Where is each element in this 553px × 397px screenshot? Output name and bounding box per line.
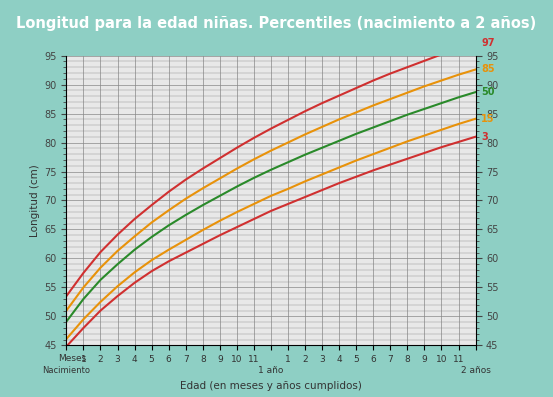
Text: 85: 85 — [481, 64, 495, 75]
Text: 3: 3 — [481, 132, 488, 142]
Text: Meses: Meses — [58, 354, 86, 363]
Text: Nacimiento: Nacimiento — [43, 366, 90, 375]
X-axis label: Edad (en meses y años cumplidos): Edad (en meses y años cumplidos) — [180, 381, 362, 391]
Y-axis label: Longitud (cm): Longitud (cm) — [30, 164, 40, 237]
Text: 50: 50 — [481, 87, 494, 97]
Text: 97: 97 — [481, 38, 494, 48]
Text: Longitud para la edad niñas. Percentiles (nacimiento a 2 años): Longitud para la edad niñas. Percentiles… — [17, 16, 536, 31]
Text: 15: 15 — [481, 114, 494, 124]
Text: 2 años: 2 años — [461, 366, 491, 375]
Text: 1 año: 1 año — [258, 366, 284, 375]
